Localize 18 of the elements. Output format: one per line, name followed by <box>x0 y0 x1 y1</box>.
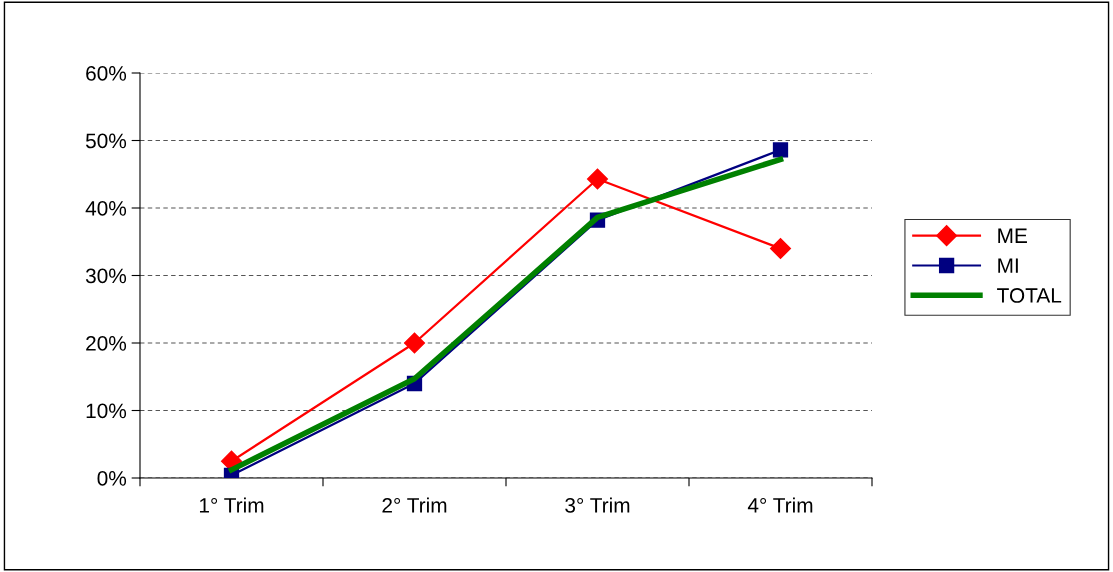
legend-label: ME <box>998 228 1027 243</box>
y-tick-label: 40% <box>85 201 127 216</box>
point <box>769 237 792 260</box>
y-tick-label: 50% <box>85 133 127 149</box>
y-tick-label: 0% <box>97 471 127 486</box>
point <box>772 142 789 158</box>
x-tick-label: 3° Trim <box>565 497 630 513</box>
y-tick-label: 20% <box>86 336 127 351</box>
x-tick-label: 1° Trim <box>199 497 264 513</box>
x-tick-label: 2° Trim <box>382 497 447 513</box>
point <box>586 168 609 190</box>
y-tick-label: 30% <box>85 268 127 284</box>
y-tick-label: 10% <box>86 403 127 419</box>
point <box>403 332 426 354</box>
legend-label: TOTAL <box>997 288 1062 303</box>
legend-label: MI <box>998 258 1018 273</box>
x-tick-label: 4° Trim <box>747 497 813 513</box>
y-tick-label: 60% <box>86 66 127 81</box>
